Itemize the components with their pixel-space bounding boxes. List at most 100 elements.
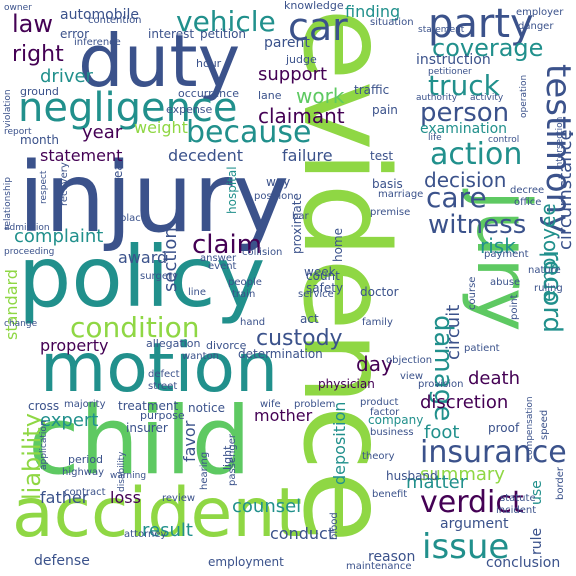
word-result: result bbox=[142, 520, 193, 541]
word-error: error bbox=[60, 27, 90, 41]
word-patient: patient bbox=[464, 343, 500, 354]
word-insurer: insurer bbox=[126, 421, 168, 435]
word-loss: loss bbox=[110, 488, 141, 507]
word-purpose: purpose bbox=[140, 409, 185, 422]
word-act: act bbox=[300, 312, 319, 326]
word-doctor: doctor bbox=[360, 285, 399, 299]
word-period: period bbox=[68, 453, 104, 466]
word-weight: weight bbox=[134, 118, 188, 137]
word-physician: physician bbox=[318, 377, 375, 391]
word-defense: defense bbox=[34, 553, 90, 569]
word-pain: pain bbox=[372, 103, 398, 117]
word-attorney: attorney bbox=[124, 529, 167, 540]
word-wanton: wanton bbox=[182, 351, 220, 362]
word-business: business bbox=[370, 427, 414, 438]
word-safety: safety bbox=[306, 281, 344, 295]
word-expert: expert bbox=[40, 410, 99, 431]
word-deposition: deposition bbox=[330, 401, 349, 485]
word-marriage: marriage bbox=[378, 189, 424, 200]
word-maintenance: maintenance bbox=[346, 561, 412, 572]
word-contract: contract bbox=[64, 487, 106, 498]
word-reason: reason bbox=[368, 549, 416, 565]
word-authority: authority bbox=[416, 93, 458, 103]
word-situation: situation bbox=[370, 17, 414, 28]
word-cross: cross bbox=[28, 399, 60, 413]
word-home: home bbox=[331, 227, 345, 262]
word-driver: driver bbox=[40, 66, 93, 87]
word-interest: interest bbox=[148, 27, 195, 41]
word-parent: parent bbox=[264, 35, 310, 51]
word-because: because bbox=[186, 115, 312, 150]
word-negligence: negligence bbox=[18, 85, 238, 131]
word-witness: witness bbox=[428, 210, 527, 240]
word-inference: inference bbox=[74, 37, 121, 48]
word-policy: policy bbox=[18, 228, 266, 326]
word-statement: statement bbox=[40, 146, 123, 165]
word-hearing: hearing bbox=[199, 451, 210, 490]
word-allegation: allegation bbox=[146, 337, 201, 350]
word-care: care bbox=[426, 181, 487, 214]
word-answer: answer bbox=[200, 253, 237, 264]
word-proceeding: proceeding bbox=[4, 247, 55, 257]
word-danger: danger bbox=[518, 21, 554, 32]
word-complaint: complaint bbox=[14, 226, 104, 247]
word-failure: failure bbox=[282, 146, 333, 165]
word-insurance: insurance bbox=[420, 435, 567, 470]
word-verdict: verdict bbox=[420, 485, 524, 520]
word-notice: notice bbox=[188, 401, 225, 415]
word-person: person bbox=[420, 98, 510, 128]
word-duty: duty bbox=[78, 19, 241, 103]
word-determination: determination bbox=[238, 347, 323, 361]
word-owner: owner bbox=[4, 3, 32, 13]
word-factor: factor bbox=[370, 407, 400, 418]
word-life: life bbox=[428, 133, 442, 143]
word-view: view bbox=[400, 371, 424, 382]
word-discretion: discretion bbox=[420, 392, 509, 413]
word-point: point bbox=[509, 294, 520, 320]
word-provision: provision bbox=[418, 379, 464, 390]
word-finding: finding bbox=[345, 2, 401, 21]
word-child: child bbox=[28, 387, 252, 496]
word-petitioner: petitioner bbox=[428, 67, 472, 77]
word-operation: operation bbox=[519, 74, 529, 118]
word-bar: bar bbox=[292, 211, 309, 222]
word-place: place bbox=[120, 213, 147, 224]
word-hospital: hospital bbox=[225, 166, 239, 214]
word-hour: hour bbox=[196, 57, 222, 70]
word-violation: violation bbox=[3, 89, 13, 128]
word-death: death bbox=[468, 368, 520, 389]
word-accident: accident bbox=[12, 474, 303, 553]
word-problem: problem bbox=[294, 399, 336, 410]
word-defect: defect bbox=[148, 369, 180, 380]
word-blood: blood bbox=[329, 512, 340, 540]
word-standard: standard bbox=[2, 269, 21, 340]
word-product: product bbox=[360, 397, 399, 408]
word-speed: speed bbox=[539, 409, 550, 440]
word-surgery: surgery bbox=[140, 271, 179, 282]
word-injury: injury bbox=[18, 142, 290, 254]
word-petition: petition bbox=[200, 27, 247, 41]
word-abuse: abuse bbox=[490, 277, 521, 288]
word-benefit: benefit bbox=[372, 489, 408, 500]
word-car: car bbox=[288, 5, 348, 49]
word-foot: foot bbox=[424, 422, 460, 443]
word-argument: argument bbox=[440, 516, 509, 532]
word-report: report bbox=[4, 127, 32, 137]
word-control: control bbox=[488, 135, 520, 145]
word-matter: matter bbox=[406, 472, 468, 493]
word-contention: contention bbox=[88, 15, 142, 26]
word-party: party bbox=[428, 1, 534, 47]
word-automobile: automobile bbox=[60, 7, 139, 23]
word-year: year bbox=[82, 122, 123, 143]
word-circuit: circuit bbox=[443, 304, 464, 360]
word-week: week bbox=[304, 265, 336, 279]
word-disability: disability bbox=[117, 451, 127, 493]
word-objection: objection bbox=[386, 355, 433, 366]
word-divorce: divorce bbox=[206, 339, 247, 352]
word-counsel: counsel bbox=[232, 496, 302, 517]
word-risk: risk bbox=[480, 234, 516, 258]
word-decision: decision bbox=[424, 168, 507, 192]
word-street: street bbox=[148, 381, 178, 392]
word-summary: summary bbox=[420, 464, 505, 485]
